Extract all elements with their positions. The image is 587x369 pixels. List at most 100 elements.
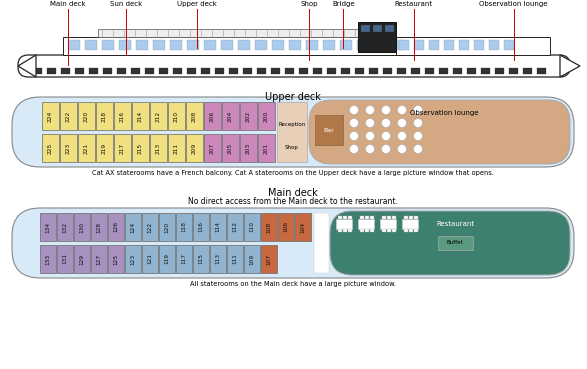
Text: 223: 223 <box>66 142 71 154</box>
Bar <box>474 40 484 50</box>
Circle shape <box>397 118 407 128</box>
Bar <box>495 68 504 74</box>
FancyBboxPatch shape <box>330 211 570 275</box>
Bar <box>338 216 342 219</box>
Circle shape <box>397 145 407 154</box>
Text: 112: 112 <box>232 221 238 232</box>
Bar <box>42 134 59 162</box>
Text: 129: 129 <box>79 254 85 265</box>
Bar <box>355 68 364 74</box>
Text: 216: 216 <box>120 110 125 121</box>
Bar <box>136 40 148 50</box>
Bar <box>323 40 335 50</box>
Bar <box>68 40 80 50</box>
Bar <box>142 245 158 273</box>
Text: Main deck: Main deck <box>50 1 85 7</box>
Text: 123: 123 <box>130 254 136 265</box>
Bar <box>369 68 378 74</box>
Bar <box>257 68 266 74</box>
Bar <box>467 68 476 74</box>
Text: Buffet: Buffet <box>447 241 463 245</box>
Bar <box>348 216 352 219</box>
FancyBboxPatch shape <box>18 55 570 77</box>
Bar <box>204 102 221 130</box>
Bar <box>125 213 141 241</box>
Circle shape <box>366 145 375 154</box>
Bar <box>153 40 165 50</box>
Bar <box>204 40 216 50</box>
Text: 107: 107 <box>266 254 272 265</box>
Bar <box>193 245 209 273</box>
Text: 114: 114 <box>215 221 221 232</box>
Text: 202: 202 <box>246 110 251 122</box>
Bar <box>75 68 84 74</box>
Bar <box>409 229 413 232</box>
Bar <box>327 68 336 74</box>
Bar <box>396 37 550 55</box>
Bar <box>358 22 396 52</box>
Text: 133: 133 <box>46 254 50 265</box>
Bar <box>244 213 260 241</box>
Bar <box>150 134 167 162</box>
Text: 118: 118 <box>181 221 187 232</box>
Bar <box>399 40 409 50</box>
Bar <box>414 216 418 219</box>
Bar <box>229 68 238 74</box>
Bar <box>504 40 514 50</box>
Bar <box>340 40 352 50</box>
Bar <box>91 213 107 241</box>
Bar <box>142 213 158 241</box>
Bar <box>360 216 364 219</box>
Text: 213: 213 <box>156 142 161 154</box>
Bar <box>173 68 182 74</box>
Polygon shape <box>560 55 580 77</box>
Bar <box>380 219 396 229</box>
Bar <box>74 213 90 241</box>
Bar <box>409 216 413 219</box>
Text: 109: 109 <box>249 254 255 265</box>
Circle shape <box>397 106 407 114</box>
Bar <box>78 134 95 162</box>
Bar <box>278 213 294 241</box>
Bar <box>370 216 374 219</box>
Text: 212: 212 <box>156 110 161 121</box>
Circle shape <box>413 118 423 128</box>
Bar <box>489 40 499 50</box>
Bar <box>240 134 257 162</box>
Text: 217: 217 <box>120 142 125 154</box>
Bar <box>222 134 239 162</box>
Text: 200: 200 <box>264 110 269 122</box>
Bar <box>117 68 126 74</box>
Text: 201: 201 <box>264 142 269 154</box>
Bar <box>425 68 434 74</box>
Bar <box>373 25 382 32</box>
Text: 221: 221 <box>84 142 89 154</box>
Bar <box>357 40 369 50</box>
Bar <box>186 134 203 162</box>
Bar <box>392 229 396 232</box>
Bar <box>341 68 350 74</box>
Bar <box>314 213 329 273</box>
Bar <box>383 68 392 74</box>
Bar <box>272 40 284 50</box>
Circle shape <box>397 131 407 141</box>
Bar <box>402 219 418 229</box>
Bar <box>285 68 294 74</box>
Bar <box>238 40 250 50</box>
Bar <box>385 25 394 32</box>
Circle shape <box>382 118 390 128</box>
Bar <box>187 68 196 74</box>
Bar <box>261 245 277 273</box>
Text: 117: 117 <box>181 254 187 265</box>
Bar <box>392 216 396 219</box>
Bar <box>338 229 342 232</box>
Bar <box>159 68 168 74</box>
Bar <box>414 40 424 50</box>
Bar <box>98 29 388 37</box>
Text: 122: 122 <box>147 221 153 232</box>
Text: 204: 204 <box>228 110 233 122</box>
Bar <box>201 68 210 74</box>
Bar <box>370 229 374 232</box>
Bar <box>40 213 56 241</box>
Bar <box>271 68 280 74</box>
